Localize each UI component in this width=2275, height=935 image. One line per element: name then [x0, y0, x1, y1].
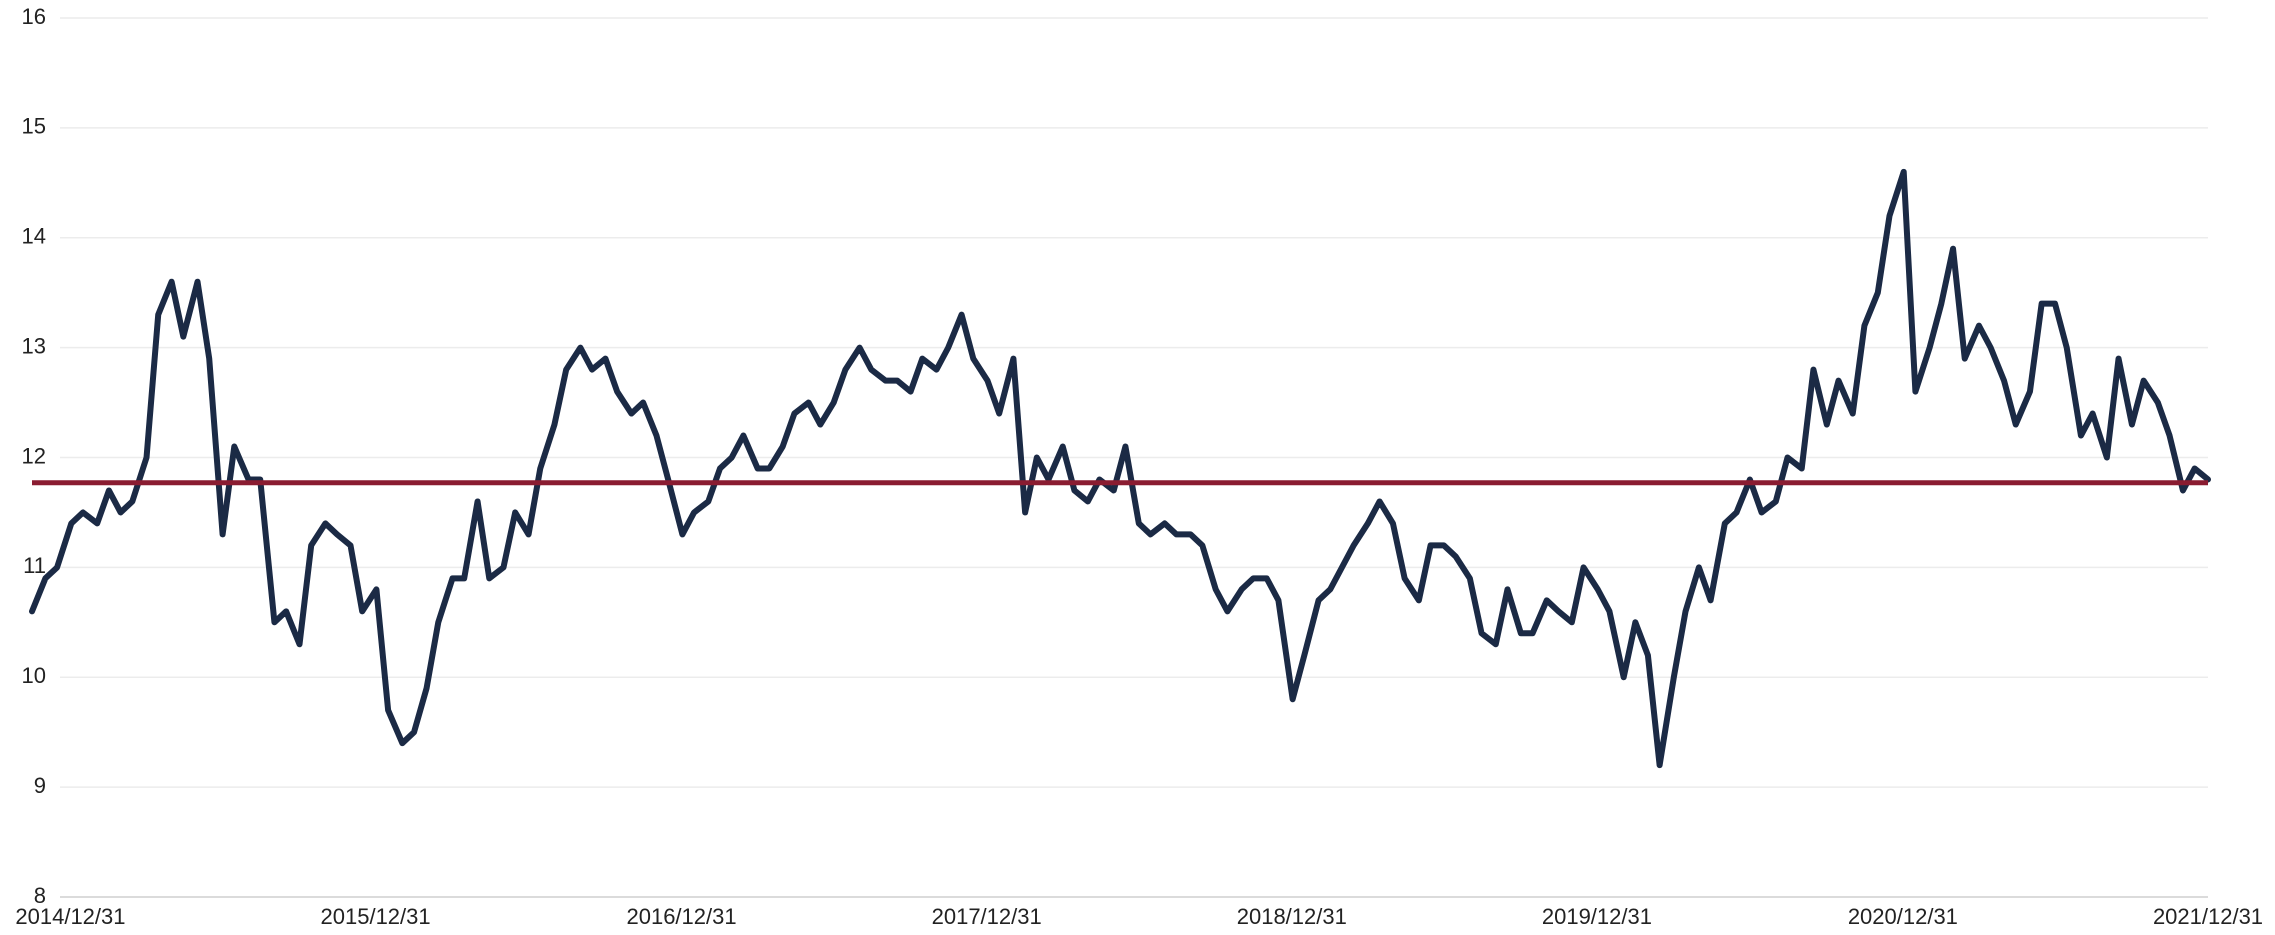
x-tick-label: 2015/12/31 — [321, 904, 431, 929]
x-tick-label: 2018/12/31 — [1237, 904, 1347, 929]
y-tick-label: 15 — [22, 114, 46, 139]
data-line — [29, 168, 2211, 769]
y-tick-label: 8 — [34, 883, 46, 908]
x-tick-label: 2014/12/31 — [15, 904, 125, 929]
x-tick-label: 2016/12/31 — [626, 904, 736, 929]
y-tick-label: 10 — [22, 663, 46, 688]
y-tick-label: 11 — [23, 553, 46, 578]
x-tick-label: 2020/12/31 — [1848, 904, 1958, 929]
y-tick-label: 16 — [22, 4, 46, 29]
x-tick-label: 2017/12/31 — [932, 904, 1042, 929]
x-tick-label: 2019/12/31 — [1542, 904, 1652, 929]
y-tick-label: 12 — [22, 443, 46, 468]
y-tick-label: 14 — [22, 224, 46, 249]
y-tick-label: 9 — [34, 773, 46, 798]
x-tick-label: 2021/12/31 — [2153, 904, 2263, 929]
y-tick-label: 13 — [22, 333, 46, 358]
